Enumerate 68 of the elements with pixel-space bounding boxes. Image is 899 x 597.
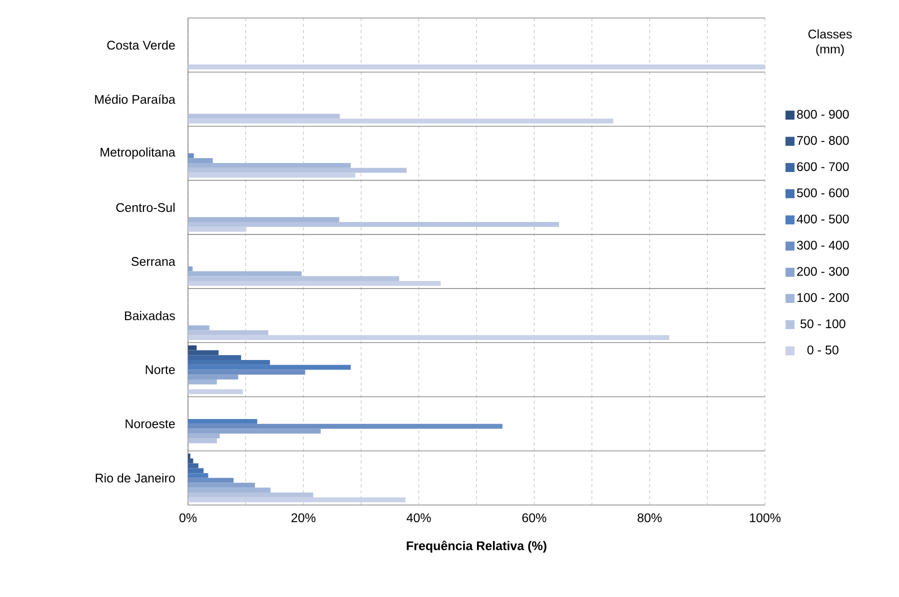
bar [188,118,614,124]
legend-label: 400 - 500 [796,214,849,224]
bar [188,168,407,173]
x-tick-label: 100% [750,513,781,522]
bar [188,482,255,488]
legend-label: 600 - 700 [797,162,849,172]
y-tick-label: Centro-Sul [116,202,175,212]
bar [188,458,194,464]
bar [188,428,321,434]
bar [188,217,340,222]
bar [188,330,268,336]
x-tick-label: 60% [522,513,546,522]
y-tick-label: Norte [146,365,175,374]
bar [188,172,356,178]
bar [188,418,258,424]
bar [188,360,270,365]
y-tick-label: Costa Verde [107,40,175,50]
legend-label: 100 - 200 [797,293,849,302]
bar [188,266,193,272]
x-tick-label: 0% [179,513,197,522]
bar [188,345,197,350]
legend-label: 700 - 800 [797,136,849,145]
bar [188,379,217,384]
bar [188,355,242,360]
bar [188,226,246,232]
y-tick-label: Noroeste [126,419,175,428]
y-tick-label: Rio de Janeiro [96,473,175,483]
bar [188,438,217,444]
bar [188,114,340,119]
bar [188,488,271,493]
x-tick-label: 40% [406,513,431,522]
legend-label: 0 - 50 [807,346,838,354]
legend-title: Classes (mm) [808,29,852,56]
bar [188,463,198,468]
bar [188,325,210,330]
bar [188,478,234,483]
legend-label: 500 - 600 [797,188,849,198]
bar [188,468,204,474]
x-tick-label: 80% [638,513,662,522]
bar [188,64,766,70]
bar [188,370,306,375]
bar [188,222,560,227]
x-tick-label: 20% [292,513,316,522]
bar [188,434,220,438]
bar [188,335,670,340]
bar [188,497,406,502]
y-tick-label: Baixadas [125,311,175,320]
legend-label: 800 - 900 [797,110,849,119]
x-axis-title: Frequência Relativa (%) [406,540,546,553]
bar [188,271,302,276]
legend-label: 300 - 400 [796,240,849,250]
y-tick-label: Metropolitana [100,147,176,160]
legend-label: 50 - 100 [800,319,846,328]
bar [188,389,243,394]
bar [188,276,400,281]
bar [188,163,351,168]
bar [188,350,219,356]
bar [188,364,351,370]
y-tick-label: Serrana [131,257,176,266]
legend-label: 200 - 300 [797,266,849,276]
bar [188,424,502,429]
bar [188,492,314,498]
bar [188,153,194,158]
bar [188,158,213,164]
bar [188,280,441,286]
bar [188,473,208,478]
y-tick-label: Médio Paraíba [95,94,176,104]
bar [188,374,238,380]
